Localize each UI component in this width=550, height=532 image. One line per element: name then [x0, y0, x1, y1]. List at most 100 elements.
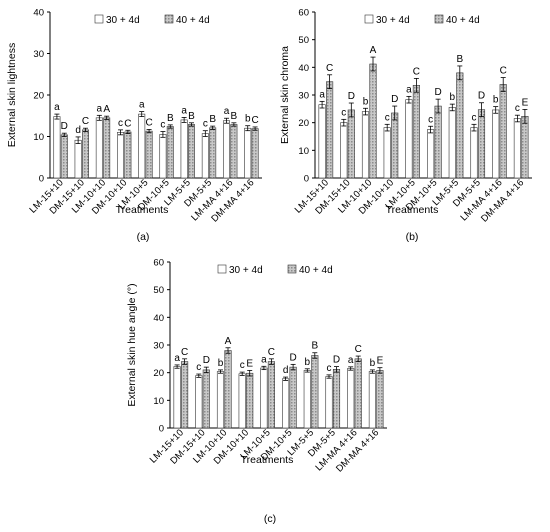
- legend-swatch: [287, 264, 297, 274]
- bar: [448, 107, 456, 179]
- x-axis-label: Treatments: [241, 454, 294, 466]
- significance-letter: a: [348, 355, 354, 366]
- legend-label: 30 + 4d: [229, 265, 263, 276]
- x-axis-label: Treatments: [116, 204, 169, 216]
- significance-letter: a: [97, 103, 103, 114]
- y-tick-label: 30: [33, 49, 44, 60]
- bar: [117, 132, 124, 179]
- significance-letter: a: [224, 106, 230, 117]
- significance-letter: D: [434, 87, 441, 98]
- bar: [145, 130, 153, 179]
- y-tick-label: 20: [153, 368, 164, 379]
- bar: [326, 81, 334, 179]
- y-tick-label: 10: [153, 396, 164, 407]
- bar: [318, 104, 326, 179]
- y-tick-label: 0: [304, 174, 309, 185]
- significance-letter: D: [61, 121, 68, 132]
- bar: [325, 376, 333, 429]
- bar: [340, 122, 348, 179]
- bar: [60, 134, 68, 179]
- significance-letter: b: [218, 358, 224, 369]
- bar: [244, 127, 252, 179]
- significance-letter: B: [456, 54, 463, 65]
- y-tick-label: 0: [159, 424, 164, 435]
- bar: [224, 350, 232, 429]
- significance-letter: b: [305, 357, 311, 368]
- x-axis-label: Treatments: [386, 204, 439, 216]
- bar: [223, 120, 230, 179]
- bar: [251, 128, 259, 179]
- significance-letter: C: [82, 116, 89, 127]
- bar: [434, 105, 442, 179]
- panel-label: (b): [406, 231, 419, 243]
- bar: [361, 111, 370, 179]
- significance-letter: B: [188, 111, 195, 122]
- y-axis-label: External skin chroma: [279, 46, 291, 144]
- significance-letter: A: [225, 336, 232, 347]
- legend-label: 30 + 4d: [106, 15, 140, 26]
- significance-letter: d: [283, 365, 289, 376]
- bar: [188, 124, 195, 179]
- y-tick-label: 10: [298, 146, 309, 157]
- significance-letter: c: [515, 103, 520, 114]
- y-tick-label: 40: [298, 63, 309, 74]
- legend-swatch: [217, 264, 227, 274]
- bar: [499, 84, 507, 179]
- significance-letter: C: [181, 347, 188, 358]
- significance-letter: E: [377, 356, 384, 367]
- bar: [303, 370, 311, 429]
- y-tick-label: 30: [153, 341, 164, 352]
- panel-label: (a): [137, 231, 150, 243]
- bar: [354, 358, 362, 429]
- bar: [209, 127, 217, 179]
- significance-letter: c: [471, 112, 476, 123]
- bar: [53, 116, 61, 179]
- significance-letter: c: [196, 362, 201, 373]
- panel-label: (c): [264, 513, 276, 525]
- significance-letter: D: [289, 352, 296, 363]
- y-tick-label: 0: [39, 174, 44, 185]
- bar: [216, 371, 225, 429]
- legend-swatch: [364, 14, 374, 24]
- significance-letter: b: [450, 92, 456, 103]
- significance-letter: C: [355, 344, 362, 355]
- legend-swatch: [164, 14, 174, 24]
- bar: [124, 131, 132, 179]
- bar: [289, 366, 297, 429]
- bar: [230, 124, 238, 179]
- significance-letter: c: [240, 360, 245, 371]
- significance-letter: D: [333, 355, 340, 366]
- bar: [347, 368, 355, 429]
- significance-letter: c: [160, 120, 165, 131]
- bar: [513, 118, 521, 179]
- bar: [376, 370, 384, 429]
- bar: [427, 129, 435, 179]
- significance-letter: B: [231, 111, 238, 122]
- bar: [267, 361, 275, 429]
- legend-swatch: [434, 14, 444, 24]
- y-axis-label: External skin hue angle (°): [126, 283, 138, 406]
- significance-letter: a: [181, 105, 187, 116]
- bar: [405, 99, 413, 179]
- bar: [369, 63, 377, 179]
- significance-letter: a: [319, 89, 325, 100]
- significance-letter: D: [348, 91, 355, 102]
- legend-label: 40 + 4d: [176, 15, 210, 26]
- bar: [477, 109, 486, 179]
- significance-letter: d: [75, 125, 81, 136]
- bar: [195, 375, 203, 429]
- significance-letter: c: [385, 112, 390, 123]
- significance-letter: A: [103, 104, 110, 115]
- bar: [138, 113, 146, 179]
- bar: [103, 117, 111, 179]
- y-tick-label: 60: [153, 258, 164, 269]
- legend-label: 30 + 4d: [376, 15, 410, 26]
- significance-letter: c: [203, 119, 208, 130]
- legend-label: 40 + 4d: [299, 265, 333, 276]
- bar: [383, 127, 391, 179]
- significance-letter: b: [245, 114, 251, 125]
- bar: [456, 72, 464, 179]
- bar: [311, 355, 319, 429]
